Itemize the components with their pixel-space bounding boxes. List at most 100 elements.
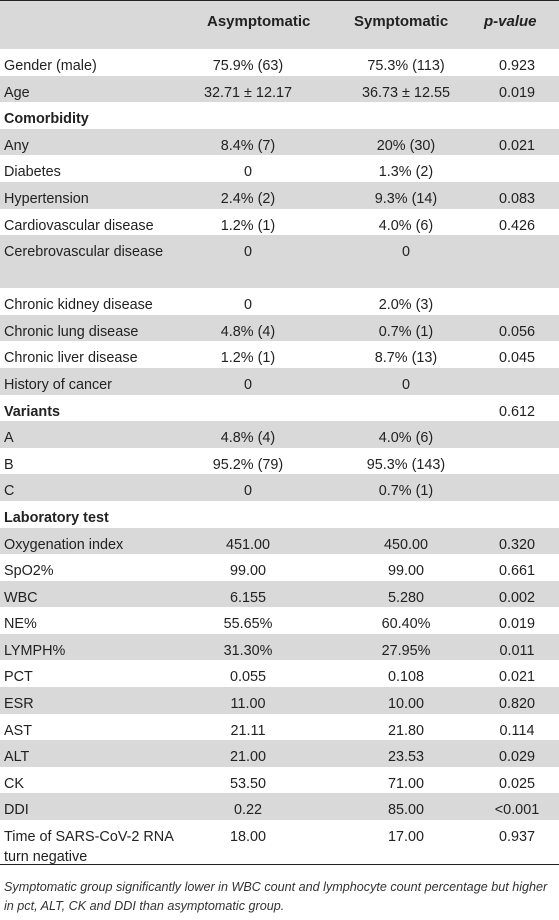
p-value: 0.045	[498, 350, 535, 367]
p-value: 0.820	[498, 696, 535, 713]
p-value: 0.021	[498, 669, 535, 686]
p-value: 0.011	[499, 642, 535, 659]
row-label: Chronic kidney disease	[4, 297, 153, 314]
symptomatic-value: 450.00	[383, 536, 428, 553]
table-row: Any 8.4% (7) 20% (30) 0.021	[0, 128, 559, 156]
symptomatic-value: 21.80	[387, 722, 424, 739]
symptomatic-value: 60.40%	[381, 616, 431, 633]
table-row: Chronic kidney disease 0 2.0% (3)	[0, 288, 559, 315]
symptomatic-value: 1.3% (2)	[378, 164, 434, 181]
symptomatic-value: 75.3% (113)	[367, 58, 445, 74]
section-header-row: Variants 0.612	[0, 395, 559, 422]
asymptomatic-value: 0.22	[233, 802, 262, 819]
symptomatic-value: 4.0% (6)	[378, 430, 434, 447]
symptomatic-value: 0.7% (1)	[378, 483, 434, 500]
asymptomatic-value: 55.65%	[223, 616, 273, 633]
asymptomatic-value: 0.055	[229, 669, 266, 686]
asymptomatic-value: 32.71 ± 12.17	[204, 84, 292, 101]
row-label: Hypertension	[4, 190, 89, 207]
asymptomatic-value: 21.00	[229, 749, 266, 766]
row-label: Laboratory test	[4, 509, 109, 526]
table-bottom-rule	[0, 864, 559, 865]
table-row: B 95.2% (79) 95.3% (143)	[0, 448, 559, 475]
header-asymptomatic: Asymptomatic	[207, 13, 311, 30]
row-label: Any	[4, 137, 29, 154]
symptomatic-value: 0.108	[387, 669, 424, 686]
table-row: Chronic lung disease 4.8% (4) 0.7% (1) 0.05…	[0, 314, 559, 342]
table-row: Hypertension 2.4% (2) 9.3% (14) 0.083	[0, 181, 559, 209]
symptomatic-value: 23.53	[387, 749, 424, 766]
row-label: History of cancer	[4, 376, 112, 393]
p-value: 0.937	[498, 829, 535, 846]
table-row: History of cancer 0 0	[0, 367, 559, 395]
row-label: Cardiovascular disease	[4, 217, 154, 234]
asymptomatic-value: 1.2% (1)	[220, 350, 276, 367]
p-value: 0.923	[498, 58, 535, 74]
table-row: CK 53.50 71.00 0.025	[0, 767, 559, 794]
asymptomatic-value: 2.4% (2)	[220, 190, 276, 207]
symptomatic-value: 2.0% (3)	[378, 297, 434, 314]
row-label: C	[4, 483, 15, 500]
header-symptomatic: Symptomatic	[354, 13, 449, 30]
symptomatic-value: 27.95%	[381, 642, 431, 659]
symptomatic-value: 36.73 ± 12.55	[362, 84, 450, 101]
row-label: B	[4, 456, 14, 473]
p-value: 0.056	[498, 323, 535, 340]
symptomatic-value: 99.00	[387, 563, 424, 580]
table-footnote: Symptomatic group significantly lower in…	[4, 880, 548, 913]
header-p-value: p-value	[484, 13, 537, 30]
row-label: Chronic lung disease	[4, 323, 139, 340]
table-row: WBC 6.155 5.280 0.002	[0, 580, 559, 608]
table-row: DDI 0.22 85.00 <0.001	[0, 793, 559, 821]
asymptomatic-value: 95.2% (79)	[212, 456, 284, 473]
row-label: Cerebrovascular disease	[4, 244, 164, 261]
p-value: 0.029	[498, 749, 535, 766]
table-row: ALT 21.00 23.53 0.029	[0, 740, 559, 767]
p-value: 0.083	[498, 190, 535, 207]
symptomatic-value: 17.00	[387, 829, 424, 846]
asymptomatic-value: 0	[243, 297, 252, 314]
asymptomatic-value: 0	[243, 376, 252, 393]
asymptomatic-value: 451.00	[225, 536, 270, 553]
asymptomatic-value: 0	[243, 164, 252, 181]
asymptomatic-value: 8.4% (7)	[220, 137, 276, 154]
asymptomatic-value: 21.11	[230, 722, 266, 739]
table-row: Gender (male) 75.9% (63) 75.3% (113) 0.923	[0, 49, 559, 76]
asymptomatic-value: 1.2% (1)	[220, 217, 276, 234]
symptomatic-value: 20% (30)	[376, 137, 436, 154]
symptomatic-value: 10.00	[387, 696, 424, 713]
p-value: 0.025	[498, 775, 535, 792]
asymptomatic-value: 0	[243, 244, 252, 261]
asymptomatic-value: 75.9% (63)	[212, 58, 284, 74]
symptomatic-value: 85.00	[387, 802, 424, 819]
symptomatic-value: 0.7% (1)	[378, 323, 434, 340]
table-row: Age 32.71 ± 12.17 36.73 ± 12.55 0.019	[0, 75, 559, 103]
table-row: LYMPH% 31.30% 27.95% 0.011	[0, 633, 559, 661]
asymptomatic-value: 53.50	[229, 775, 266, 792]
row-label: NE%	[4, 616, 37, 633]
table-row: Cardiovascular disease 1.2% (1) 4.0% (6) 0.…	[0, 209, 559, 236]
row-label: SpO2%	[4, 563, 54, 580]
row-label: ALT	[4, 749, 30, 766]
p-value: 0.021	[498, 137, 535, 154]
row-label: Oxygenation index	[4, 536, 124, 553]
row-label: PCT	[4, 669, 33, 686]
table-row: Oxygenation index 451.00 450.00 0.320	[0, 527, 559, 555]
symptomatic-value: 4.0% (6)	[378, 217, 434, 234]
section-header-row: Laboratory test	[0, 501, 559, 528]
table-row: Time of SARS-CoV-2 RNA turn negative 18.0…	[0, 820, 559, 873]
table-row: Cerebrovascular disease 0 0	[0, 235, 559, 289]
symptomatic-value: 0	[401, 244, 410, 261]
asymptomatic-value: 18.00	[229, 829, 266, 846]
table-row: NE% 55.65% 60.40% 0.019	[0, 607, 559, 634]
row-label: WBC	[4, 589, 38, 606]
section-header-row: Comorbidity	[0, 102, 559, 129]
row-label: Gender (male)	[4, 58, 97, 74]
table-row: SpO2% 99.00 99.00 0.661	[0, 554, 559, 581]
row-label: Time of SARS-CoV-2 RNA turn negative	[4, 829, 174, 866]
p-value: 0.612	[498, 403, 535, 420]
p-value: 0.019	[498, 84, 535, 101]
table-row: AST 21.11 21.80 0.114	[0, 714, 559, 741]
asymptomatic-value: 99.00	[229, 563, 266, 580]
